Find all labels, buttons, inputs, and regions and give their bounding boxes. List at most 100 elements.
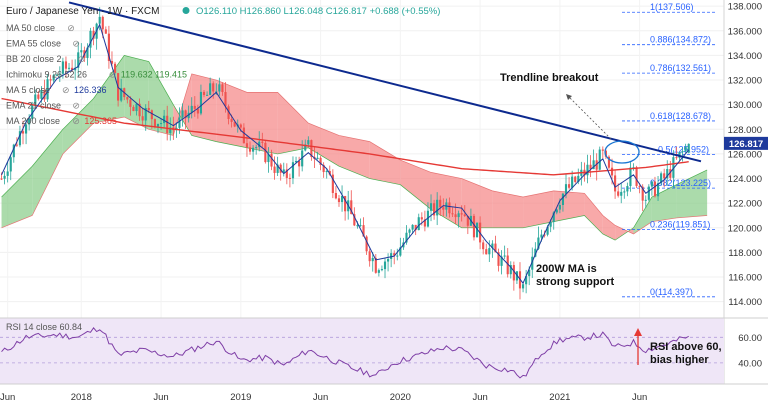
candle-body	[264, 142, 267, 163]
candle-body	[380, 269, 384, 271]
candle-body	[433, 203, 436, 216]
candle-body	[46, 79, 49, 100]
candle-body	[233, 121, 236, 127]
rsi-note-arrowhead	[634, 328, 642, 336]
cloud-segment-bearish	[369, 141, 401, 185]
visibility-toggle-icon[interactable]: ⊘	[67, 23, 75, 33]
candle-body	[506, 255, 509, 275]
price-axis-ticks[interactable]: 114.000 116.000 118.000 120.000 122.000 124.0…	[728, 2, 762, 309]
candle-body	[632, 167, 635, 169]
candle-body	[531, 256, 534, 270]
candle-body	[196, 108, 199, 114]
candle-body	[49, 79, 52, 81]
visibility-toggle-icon[interactable]: ⊘	[78, 54, 86, 64]
candle-body	[463, 214, 466, 216]
candle-body	[568, 184, 571, 188]
candle-body	[540, 234, 543, 238]
candle-body	[258, 141, 261, 148]
price-tick-label: 126.000	[728, 149, 762, 160]
candle-body	[414, 224, 417, 231]
indicator-label: EMA 21 close	[6, 101, 61, 111]
candle-body	[101, 16, 104, 30]
candle-body	[307, 140, 310, 145]
candle-body	[159, 123, 163, 125]
fib-level-label: 0.786(132.561)	[650, 63, 711, 73]
visibility-toggle-icon[interactable]: ⊘	[72, 101, 80, 111]
candle-body	[555, 209, 558, 213]
candle-body	[457, 213, 460, 218]
fib-level-label: 1(137.506)	[650, 2, 694, 12]
candle-body	[34, 94, 37, 105]
ma5-line	[1, 23, 690, 285]
candle-body	[18, 131, 22, 146]
candle-body	[270, 153, 273, 167]
candle-body	[153, 119, 156, 127]
price-tick-label: 136.000	[728, 26, 762, 37]
candle-body	[58, 73, 61, 75]
rsi-note-line2: bias higher	[650, 354, 709, 366]
candle-body	[55, 74, 58, 76]
candle-body	[331, 174, 334, 194]
ichimoku-cloud	[1, 55, 708, 241]
candle-body	[595, 160, 598, 170]
legend: Euro / Japanese Yen · 1W · FXCM O126.110…	[6, 6, 440, 17]
candle-body	[610, 167, 614, 176]
candle-body	[650, 181, 653, 187]
candle-body	[537, 237, 540, 249]
candle-body	[110, 60, 114, 64]
candle-body	[684, 147, 687, 152]
candle-body	[420, 217, 423, 220]
visibility-toggle-icon[interactable]: ⊘	[72, 39, 80, 49]
breakout-highlight-ellipse	[604, 140, 640, 164]
time-tick-label: 2020	[390, 392, 411, 403]
candle-body	[113, 63, 117, 74]
candle-body	[144, 107, 147, 121]
candle-body	[193, 105, 196, 109]
time-axis-ticks[interactable]: Jun 2018 Jun 2019 Jun 2020 Jun 2021 Jun	[0, 392, 647, 403]
time-tick-label: Jun	[153, 392, 168, 403]
rsi-pane-bg	[0, 318, 724, 384]
visibility-toggle-icon[interactable]: ⊘	[62, 85, 70, 95]
candle-body	[132, 106, 135, 112]
candle-body	[298, 160, 301, 167]
candle-body	[147, 107, 150, 111]
candle-body	[620, 191, 623, 196]
candle-body	[227, 106, 230, 119]
candle-body	[156, 123, 160, 127]
price-tick-label: 134.000	[728, 51, 762, 62]
candle-body	[61, 61, 64, 74]
candle-body	[239, 124, 242, 128]
candle-body	[396, 255, 399, 257]
candle-body	[411, 224, 414, 230]
rsi-tick-label: 60.00	[738, 333, 762, 344]
candle-body	[344, 195, 347, 212]
candle-body	[138, 103, 141, 117]
candle-body	[497, 252, 500, 266]
symbol-title[interactable]: Euro / Japanese Yen · 1W · FXCM	[6, 6, 159, 17]
candle-body	[500, 256, 503, 266]
candle-body	[28, 118, 31, 125]
candle-body	[374, 257, 377, 273]
visibility-toggle-icon[interactable]: ⊘	[72, 116, 80, 126]
candle-body	[353, 214, 356, 226]
indicator-value: 126.336	[74, 85, 107, 95]
candle-body	[141, 116, 144, 121]
cloud-segment-bearish	[584, 193, 603, 234]
candle-body	[310, 140, 313, 157]
candle-body	[107, 33, 110, 61]
rsi-axis-ticks: 40.00 60.00	[738, 333, 762, 370]
candle-body	[80, 50, 83, 53]
candle-body	[202, 91, 206, 96]
candle-body	[577, 175, 580, 182]
candle-body	[436, 199, 439, 216]
candle-body	[77, 52, 80, 68]
candle-body	[617, 191, 620, 196]
indicator-label: MA 5 close	[6, 85, 50, 95]
candle-body	[52, 75, 55, 81]
visibility-toggle-icon[interactable]: ⊘	[109, 70, 117, 80]
ma-support-note-line1: 200W MA is	[536, 263, 597, 275]
candle-body	[245, 143, 249, 148]
candle-body	[439, 199, 442, 208]
candle-body	[15, 144, 18, 146]
rsi-series	[0, 327, 724, 379]
